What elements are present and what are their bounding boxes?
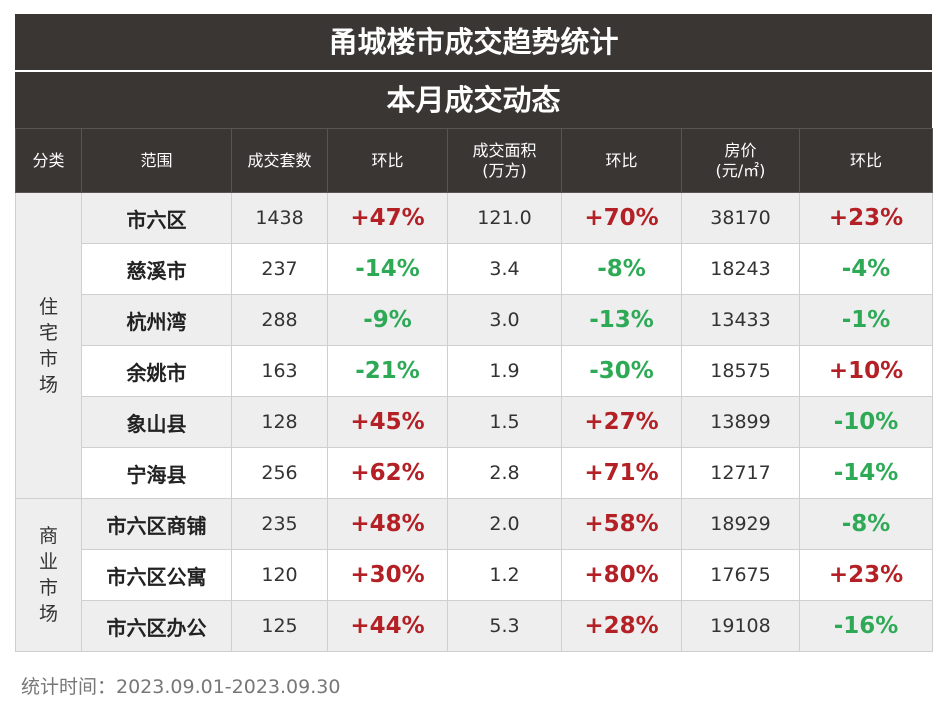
units-cell: 237 [231,243,328,295]
price-change-cell: -4% [799,243,933,295]
price-cell: 18243 [681,243,800,295]
column-header: 房价 (元/㎡) [681,128,800,193]
price-change-cell: +23% [799,549,933,601]
units-change-cell: +48% [327,498,448,550]
units-cell: 125 [231,600,328,652]
units-change-cell: -9% [327,294,448,346]
main-title: 甬城楼市成交趋势统计 [15,14,932,72]
stats-table-container: 甬城楼市成交趋势统计 本月成交动态 分类 范围 成交套数 环比 成交面积 (万方) 环比 房价… [15,14,933,652]
category-cell: 商业市场 [15,498,82,652]
area-change-cell: -8% [561,243,682,295]
area-change-cell: +71% [561,447,682,499]
area-cell: 5.3 [447,600,562,652]
region-cell: 象山县 [81,396,232,448]
table-row: 杭州湾 288 -9% 3.0 -13% 13433 -1% [16,294,933,346]
area-change-cell: -13% [561,294,682,346]
area-change-cell: +80% [561,549,682,601]
table-body: 住宅市场 市六区 1438 +47% 121.0 +70% 38170 +23% 慈溪市 237-… [15,192,933,652]
price-cell: 18575 [681,345,800,397]
price-change-cell: +10% [799,345,933,397]
units-cell: 235 [231,498,328,550]
area-cell: 3.0 [447,294,562,346]
region-cell: 余姚市 [81,345,232,397]
area-change-cell: +58% [561,498,682,550]
units-cell: 288 [231,294,328,346]
price-cell: 17675 [681,549,800,601]
units-cell: 128 [231,396,328,448]
price-cell: 18929 [681,498,800,550]
region-cell: 市六区 [81,192,232,244]
table-row: 象山县 128 +45% 1.5 +27% 13899 -10% [16,396,933,448]
price-cell: 13899 [681,396,800,448]
price-cell: 19108 [681,600,800,652]
table-row: 市六区公寓 120 +30% 1.2 +80% 17675 +23% [16,549,933,601]
category-label: 商业市场 [38,525,58,625]
table-row: 市六区办公 125 +44% 5.3 +28% 19108 -16% [16,600,933,652]
units-change-cell: +62% [327,447,448,499]
table-row: 余姚市 163 -21% 1.9 -30% 18575 +10% [16,345,933,397]
region-cell: 市六区办公 [81,600,232,652]
column-header: 环比 [799,128,933,193]
header-row: 分类 范围 成交套数 环比 成交面积 (万方) 环比 房价 (元/㎡) 环比 [15,128,933,193]
region-cell: 市六区商铺 [81,498,232,550]
units-change-cell: +47% [327,192,448,244]
area-cell: 1.5 [447,396,562,448]
column-header: 环比 [561,128,682,193]
region-cell: 市六区公寓 [81,549,232,601]
units-change-cell: +30% [327,549,448,601]
price-cell: 38170 [681,192,800,244]
table-row: 住宅市场 市六区 1438 +47% 121.0 +70% 38170 +23% [15,192,933,499]
column-header: 范围 [81,128,232,193]
units-cell: 1438 [231,192,328,244]
table-row: 商业市场 市六区商铺 235 +48% 2.0 +58% 18929 -8% [15,498,933,652]
column-header: 分类 [15,128,82,193]
area-cell: 2.8 [447,447,562,499]
footer-date-range: 统计时间：2023.09.01-2023.09.30 [21,676,341,698]
area-change-cell: +70% [561,192,682,244]
units-change-cell: +45% [327,396,448,448]
area-change-cell: -30% [561,345,682,397]
column-header: 环比 [327,128,448,193]
price-cell: 13433 [681,294,800,346]
region-cell: 杭州湾 [81,294,232,346]
units-cell: 120 [231,549,328,601]
column-header: 成交面积 (万方) [447,128,562,193]
units-change-cell: +44% [327,600,448,652]
region-cell: 宁海县 [81,447,232,499]
area-cell: 1.2 [447,549,562,601]
category-cell: 住宅市场 [15,192,82,499]
price-change-cell: -8% [799,498,933,550]
area-change-cell: +28% [561,600,682,652]
area-cell: 121.0 [447,192,562,244]
units-cell: 256 [231,447,328,499]
area-change-cell: +27% [561,396,682,448]
subtitle: 本月成交动态 [15,72,932,128]
price-change-cell: -16% [799,600,933,652]
units-change-cell: -21% [327,345,448,397]
area-cell: 2.0 [447,498,562,550]
area-cell: 3.4 [447,243,562,295]
price-change-cell: -10% [799,396,933,448]
region-cell: 慈溪市 [81,243,232,295]
area-cell: 1.9 [447,345,562,397]
stats-table: 分类 范围 成交套数 环比 成交面积 (万方) 环比 房价 (元/㎡) 环比 住宅市场 市六区 143… [15,128,933,652]
price-change-cell: -14% [799,447,933,499]
column-header: 成交套数 [231,128,328,193]
price-change-cell: +23% [799,192,933,244]
units-change-cell: -14% [327,243,448,295]
units-cell: 163 [231,345,328,397]
table-row: 慈溪市 237 -14% 3.4 -8% 18243 -4% [16,243,933,295]
table-row: 宁海县 256 +62% 2.8 +71% 12717 -14% [16,447,933,499]
price-cell: 12717 [681,447,800,499]
price-change-cell: -1% [799,294,933,346]
category-label: 住宅市场 [38,295,58,396]
